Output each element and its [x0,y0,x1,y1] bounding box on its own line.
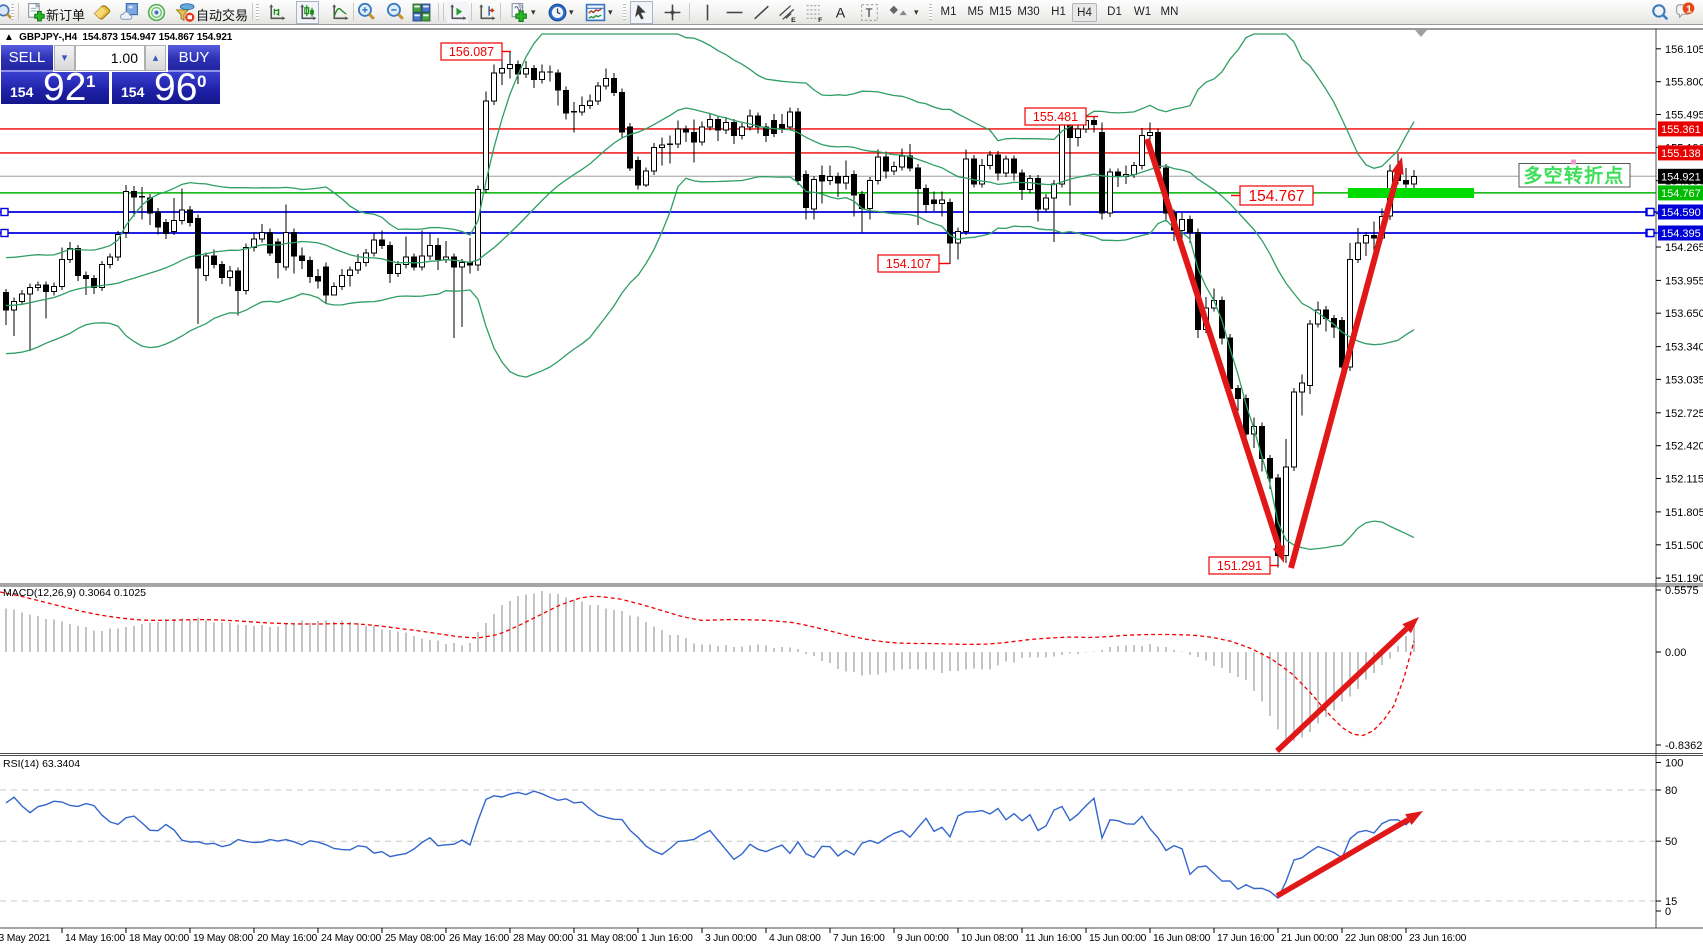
svg-text:▲ GBPJPY-,H4 154.873 154.947: ▲ GBPJPY-,H4 154.873 154.947 154.867 154… [4,32,233,43]
svg-text:151.291: 151.291 [1217,559,1262,573]
svg-text:22 Jun 08:00: 22 Jun 08:00 [1345,933,1403,944]
svg-text:155.361: 155.361 [1661,124,1701,136]
svg-text:154.265: 154.265 [1665,242,1703,254]
svg-text:151.805: 151.805 [1665,507,1703,519]
svg-text:0.5575: 0.5575 [1665,585,1699,597]
svg-text:15 Jun 00:00: 15 Jun 00:00 [1089,933,1147,944]
svg-text:151.500: 151.500 [1665,540,1703,552]
svg-text:153.955: 153.955 [1665,275,1703,287]
svg-text:10 Jun 08:00: 10 Jun 08:00 [961,933,1019,944]
svg-text:153.340: 153.340 [1665,342,1703,354]
svg-text:154.395: 154.395 [1661,228,1701,240]
svg-text:18 May 00:00: 18 May 00:00 [129,933,189,944]
svg-text:0.00: 0.00 [1665,647,1686,659]
svg-text:50: 50 [1665,836,1677,848]
svg-text:13 May 2021: 13 May 2021 [0,933,51,944]
svg-text:154.107: 154.107 [886,257,931,271]
svg-text:153.035: 153.035 [1665,374,1703,386]
svg-text:152.420: 152.420 [1665,441,1703,453]
svg-text:7 Jun 16:00: 7 Jun 16:00 [833,933,885,944]
svg-text:152.725: 152.725 [1665,408,1703,420]
svg-text:155.495: 155.495 [1665,110,1703,122]
svg-text:155.138: 155.138 [1661,148,1701,160]
svg-text:19 May 08:00: 19 May 08:00 [193,933,253,944]
svg-text:T: T [866,8,873,20]
svg-text:154.590: 154.590 [1661,207,1701,219]
svg-text:-0.8362: -0.8362 [1665,740,1702,752]
svg-text:154.921: 154.921 [1661,171,1701,183]
svg-text:23 Jun 16:00: 23 Jun 16:00 [1409,933,1467,944]
svg-text:3 Jun 00:00: 3 Jun 00:00 [705,933,757,944]
svg-text:154.767: 154.767 [1248,188,1304,205]
svg-text:100: 100 [1665,758,1683,770]
svg-text:21 Jun 00:00: 21 Jun 00:00 [1281,933,1339,944]
svg-text:151.190: 151.190 [1665,573,1703,585]
svg-text:17 Jun 16:00: 17 Jun 16:00 [1217,933,1275,944]
svg-text:26 May 16:00: 26 May 16:00 [449,933,509,944]
svg-text:20 May 16:00: 20 May 16:00 [257,933,317,944]
svg-text:11 Jun 16:00: 11 Jun 16:00 [1025,933,1082,944]
svg-text:E: E [791,17,796,23]
svg-text:156.105: 156.105 [1665,44,1703,56]
svg-text:1 Jun 16:00: 1 Jun 16:00 [641,933,693,944]
svg-text:RSI(14) 63.3404: RSI(14) 63.3404 [3,758,80,770]
svg-text:1: 1 [1686,3,1692,15]
svg-text:A: A [836,6,846,22]
svg-text:154.767: 154.767 [1661,188,1701,200]
svg-text:MACD(12,26,9) 0.3064 0.1025: MACD(12,26,9) 0.3064 0.1025 [3,587,146,599]
svg-text:4 Jun 08:00: 4 Jun 08:00 [769,933,821,944]
svg-text:F: F [818,17,822,23]
svg-text:0: 0 [1665,906,1671,918]
svg-text:24 May 00:00: 24 May 00:00 [321,933,381,944]
svg-text:多空转折点: 多空转折点 [1523,164,1624,187]
svg-text:9 Jun 00:00: 9 Jun 00:00 [897,933,949,944]
svg-text:31 May 08:00: 31 May 08:00 [577,933,637,944]
svg-text:28 May 00:00: 28 May 00:00 [513,933,573,944]
svg-text:156.087: 156.087 [449,45,494,59]
svg-text:16 Jun 08:00: 16 Jun 08:00 [1153,933,1211,944]
svg-text:14 May 16:00: 14 May 16:00 [65,933,125,944]
svg-text:25 May 08:00: 25 May 08:00 [385,933,445,944]
svg-text:15: 15 [1665,896,1677,908]
svg-text:80: 80 [1665,785,1677,797]
svg-text:153.650: 153.650 [1665,308,1703,320]
svg-text:152.115: 152.115 [1665,474,1703,486]
svg-text:155.800: 155.800 [1665,77,1703,89]
svg-text:155.481: 155.481 [1033,110,1078,124]
